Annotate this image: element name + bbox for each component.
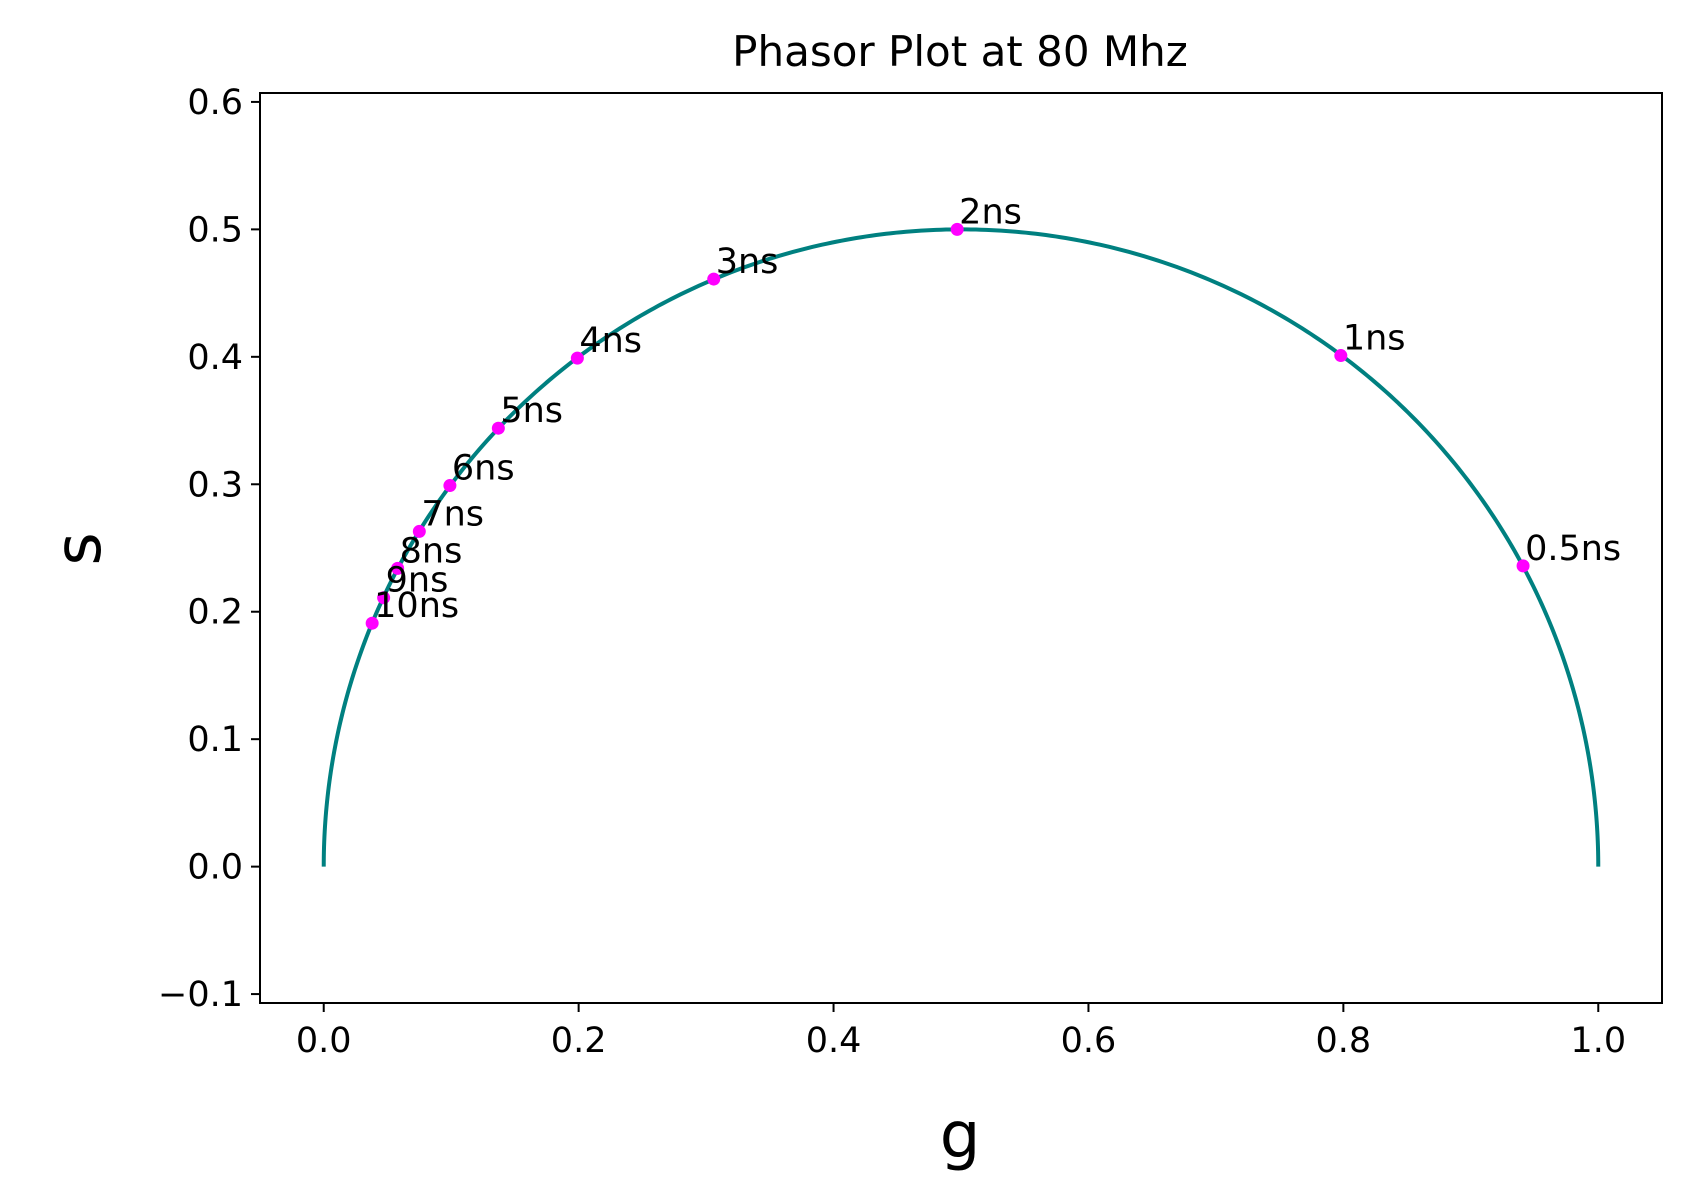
data-point (1516, 559, 1530, 573)
x-axis-label: g (940, 1099, 981, 1173)
y-tick-label: 0.2 (187, 593, 243, 633)
point-label: 2ns (959, 192, 1022, 232)
chart-title: Phasor Plot at 80 Mhz (732, 27, 1188, 76)
point-label: 1ns (1343, 319, 1406, 359)
point-label: 10ns (374, 586, 459, 626)
point-label: 6ns (452, 449, 515, 489)
plot-frame (259, 92, 1663, 1004)
y-tick-label: 0.6 (187, 83, 243, 123)
x-tick-label: 1.0 (1570, 1021, 1626, 1061)
point-label: 0.5ns (1525, 529, 1621, 569)
data-point (412, 524, 426, 538)
y-tick-label: 0.5 (187, 210, 243, 250)
data-point (1334, 349, 1348, 363)
data-point (950, 222, 964, 236)
x-tick-label: 0.4 (806, 1021, 862, 1061)
data-point (707, 272, 721, 286)
point-label: 7ns (421, 494, 484, 534)
y-tick-label: −0.1 (158, 975, 243, 1015)
axes: 0.0 0.2 0.4 0.6 0.8 1.0 −0.1 0.0 0.1 0.2 0.3 0.4 0.5… (158, 83, 1663, 1061)
point-label: 4ns (579, 321, 642, 361)
data-point (491, 421, 505, 435)
point-label: 8ns (400, 531, 463, 571)
data-point (391, 561, 405, 575)
point-label: 9ns (386, 561, 449, 601)
data-point (570, 351, 584, 365)
x-tick-label: 0.6 (1061, 1021, 1117, 1061)
y-axis-label: s (42, 532, 116, 565)
data-point (443, 479, 457, 493)
x-tick-label: 0.2 (551, 1021, 607, 1061)
x-tick-label: 0.0 (296, 1021, 352, 1061)
point-label: 5ns (500, 391, 563, 431)
x-tick-label: 0.8 (1316, 1021, 1372, 1061)
y-tick-label: 0.4 (187, 338, 243, 378)
y-tick-label: 0.3 (187, 465, 243, 505)
y-tick-label: 0.1 (187, 720, 243, 760)
data-point (377, 591, 391, 605)
y-tick-label: 0.0 (187, 848, 243, 888)
data-point (365, 616, 379, 630)
point-label: 3ns (716, 242, 779, 282)
